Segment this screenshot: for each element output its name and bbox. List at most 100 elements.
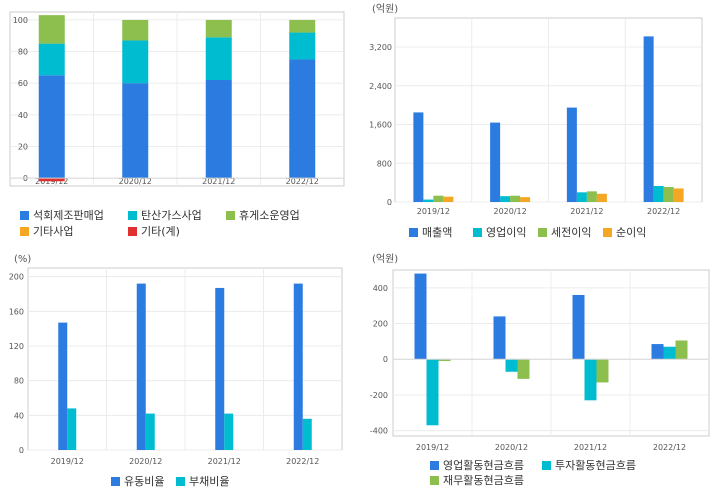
- y-tick-label: 0: [387, 198, 392, 207]
- bar: [663, 346, 676, 360]
- bar: [293, 283, 303, 450]
- legend-label: 탄산가스사업: [141, 209, 202, 222]
- bar: [224, 413, 234, 450]
- bar: [653, 186, 664, 202]
- bar: [205, 19, 232, 38]
- bar: [663, 186, 674, 202]
- bar: [510, 195, 521, 202]
- legend-swatch: [473, 228, 482, 237]
- y-tick-label: 800: [377, 159, 392, 168]
- bar: [426, 359, 439, 426]
- y-tick-label: 80: [18, 48, 28, 57]
- x-tick-label: 2019/12: [51, 457, 84, 466]
- legend-swatch: [542, 461, 551, 470]
- bar: [596, 193, 607, 202]
- y-tick-label: 60: [18, 79, 28, 88]
- legend-label: 세전이익: [551, 226, 591, 239]
- bar: [122, 40, 149, 84]
- bar: [136, 283, 146, 450]
- legend-label: 매출액: [422, 226, 452, 239]
- x-tick-label: 2020/12: [495, 443, 528, 452]
- legend-label: 순이익: [616, 226, 646, 239]
- y-tick-label: 40: [18, 111, 28, 120]
- bar: [651, 344, 664, 360]
- bar: [673, 188, 684, 202]
- bar: [67, 408, 77, 450]
- bar: [38, 178, 65, 182]
- bar: [38, 15, 65, 44]
- legend-swatch: [603, 228, 612, 237]
- legend-swatch: [20, 227, 29, 236]
- legend-swatch: [128, 211, 137, 220]
- bar: [423, 199, 434, 202]
- legend-label: 투자활동현금흐름: [555, 458, 636, 472]
- bar: [302, 418, 312, 450]
- bar: [38, 43, 65, 76]
- x-tick-label: 2021/12: [574, 443, 607, 452]
- x-tick-label: 2021/12: [208, 457, 241, 466]
- unit-label: (억원): [372, 253, 398, 265]
- y-tick-label: 200: [9, 273, 24, 282]
- y-tick-label: 2,400: [369, 82, 392, 91]
- bar: [520, 197, 531, 202]
- y-tick-label: -200: [370, 391, 388, 400]
- unit-label: (%): [14, 254, 31, 265]
- chart-3: 0 40 80 120 160 200 (%) 2019/12 2020/12 2021/12 20…: [9, 254, 343, 488]
- legend-label: 휴게소운영업: [239, 209, 300, 222]
- y-tick-label: 120: [9, 342, 24, 351]
- legend-label: 기타(계): [141, 225, 180, 238]
- x-tick-label: 2022/12: [286, 177, 319, 186]
- bar: [443, 196, 454, 202]
- chart-2: 0 800 1,600 2,400 3,200 (억원) 2019/12 2020/12 202…: [369, 3, 703, 239]
- y-tick-label: 1,600: [369, 121, 392, 130]
- bar: [596, 359, 609, 383]
- y-tick-label: 3,200: [369, 43, 392, 52]
- bar: [145, 413, 155, 450]
- bar: [414, 273, 427, 360]
- bar: [576, 192, 587, 202]
- bar: [493, 316, 506, 360]
- bar: [586, 191, 597, 202]
- bar: [566, 107, 577, 202]
- x-tick-label: 2020/12: [129, 457, 162, 466]
- y-tick-label: 0: [383, 355, 388, 364]
- y-tick-label: 200: [373, 320, 388, 329]
- y-tick-label: 80: [14, 377, 24, 386]
- x-tick-label: 2021/12: [570, 207, 603, 216]
- bar: [675, 340, 688, 360]
- x-tick-label: 2022/12: [286, 457, 319, 466]
- bar: [289, 32, 316, 60]
- legend-label: 재무활동현금흐름: [443, 473, 524, 487]
- y-tick-label: 0: [19, 446, 24, 455]
- legend-swatch: [111, 477, 120, 486]
- bar: [289, 19, 316, 33]
- bar: [58, 322, 68, 450]
- chart-4: -400 -200 0 200 400 (억원) 2019/12 2020/12 2021/12…: [370, 253, 710, 487]
- legend-swatch: [176, 477, 185, 486]
- legend-swatch: [430, 461, 439, 470]
- bar: [289, 59, 316, 179]
- y-tick-label: 400: [373, 284, 388, 293]
- x-tick-label: 2022/12: [647, 207, 680, 216]
- bar: [38, 75, 65, 179]
- bar: [122, 83, 149, 179]
- x-tick-label: 2020/12: [494, 207, 527, 216]
- legend-label: 석회제조판매업: [33, 209, 104, 222]
- legend-swatch: [409, 228, 418, 237]
- legend-swatch: [538, 228, 547, 237]
- bar: [584, 359, 597, 401]
- x-tick-label: 2019/12: [416, 443, 449, 452]
- chart-1: 0204060801002019/122020/122021/122022/12…: [9, 11, 345, 238]
- legend-label: 영업이익: [486, 226, 526, 239]
- bar: [433, 195, 444, 202]
- bar: [413, 112, 424, 202]
- unit-label: (억원): [372, 3, 398, 15]
- legend-swatch: [128, 227, 137, 236]
- bar: [205, 80, 232, 179]
- legend-label: 부채비율: [189, 475, 229, 488]
- bar: [517, 359, 530, 379]
- bar: [215, 287, 225, 450]
- bar: [500, 196, 511, 202]
- bar: [490, 122, 501, 202]
